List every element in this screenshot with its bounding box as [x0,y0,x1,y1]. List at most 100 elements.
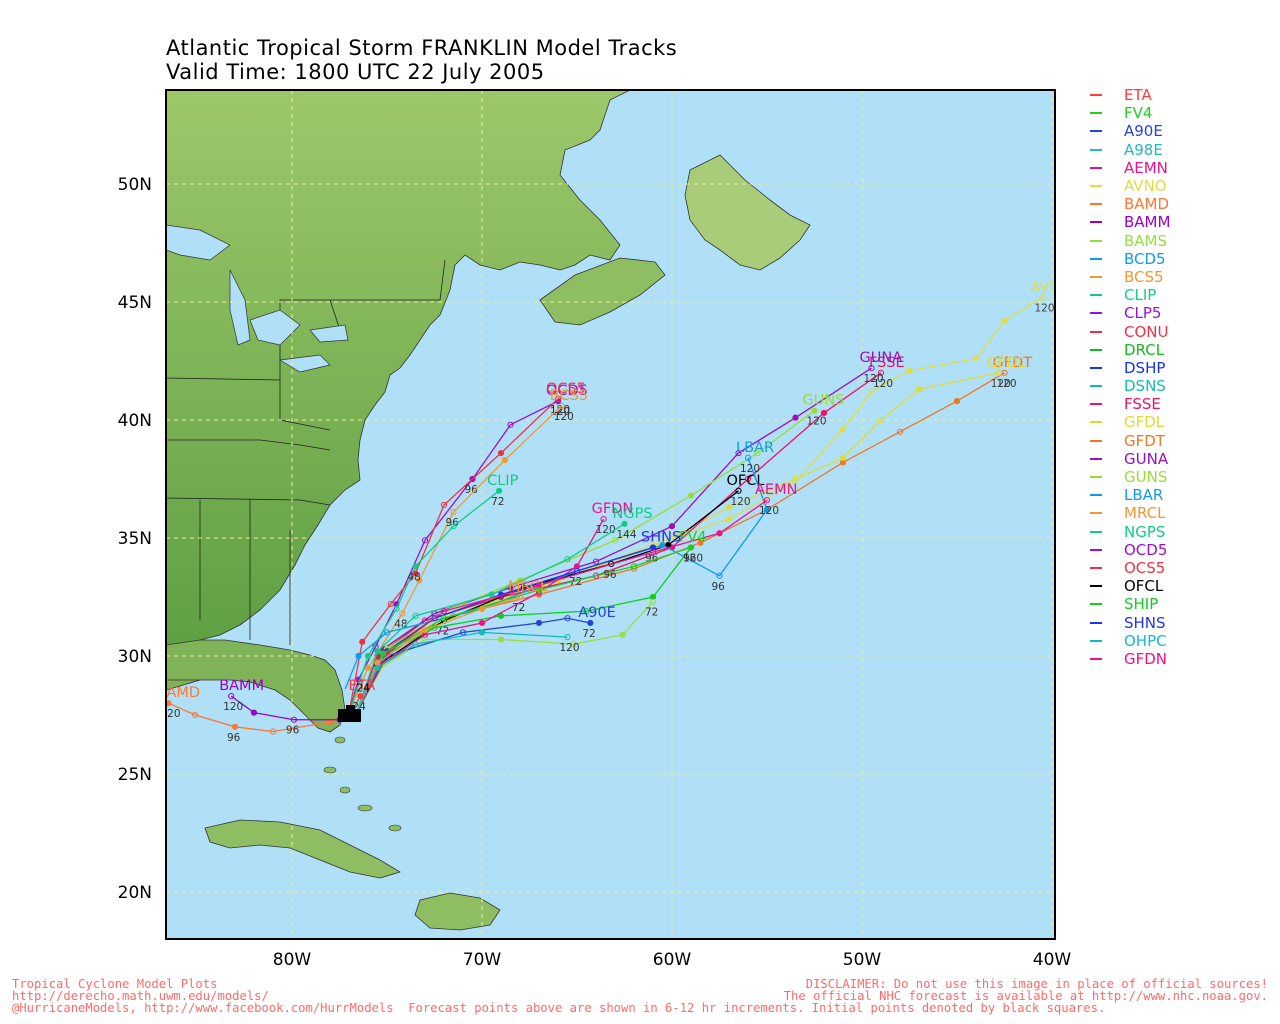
legend-swatch [1090,585,1102,588]
forecast-point [387,600,394,608]
track-line [348,490,500,713]
initial-hour-label: 24 [357,682,371,694]
forecast-hour-label: 120 [997,378,1017,390]
forecast-point [535,619,543,627]
track-line [356,367,872,713]
forecast-point [374,664,381,671]
track-name-label: A90E [578,605,616,621]
legend-swatch [1090,166,1102,169]
track-name-label: GUNA [860,350,903,366]
land-nova-scotia [539,257,666,326]
forecast-point [166,700,172,707]
legend-label: BAMS [1124,231,1168,250]
legend-item-dsns: DSNS [1090,377,1275,395]
forecast-point [611,537,619,544]
track-line [356,596,521,713]
track-name-label: GFDT [993,355,1033,371]
legend-label: DRCL [1124,340,1165,359]
forecast-point [459,629,467,636]
legend-item-bcs5: BCS5 [1090,268,1275,286]
forecast-hour-label: 72 [512,602,525,614]
legend-swatch [1090,603,1102,606]
legend-swatch [1090,257,1102,260]
forecast-point [192,711,199,719]
forecast-point [450,508,457,516]
legend-label: DSNS [1124,377,1166,396]
legend-item-avno: AVNO [1090,177,1275,195]
legend-swatch [1090,112,1102,115]
legend-label: GFDT [1124,431,1165,450]
forecast-point [659,541,666,549]
map-border [165,89,1056,940]
lat-axis: 50N 45N 40N 35N 30N 25N 20N [118,175,152,903]
forecast-point [364,652,372,660]
forecast-point [687,492,695,499]
forecast-point [497,636,505,643]
legend-item-gfdt: GFDT [1090,432,1275,450]
graticule [166,90,1055,939]
legend-item-ofcl: OFCL [1090,577,1275,595]
track-line [356,546,654,713]
forecast-point [716,572,723,579]
legend-label: BCD5 [1124,249,1166,268]
forecast-point [649,598,657,605]
track-line [355,523,625,713]
forecast-hour-label: 72 [645,607,658,619]
forecast-point [564,615,571,622]
legend-item-ship: SHIP [1090,595,1275,613]
forecast-hour-label: 120 [560,642,580,654]
legend-label: GFDN [1124,649,1168,668]
legend-label: NGPS [1124,522,1166,541]
forecast-point [269,728,277,735]
legend-item-fsse: FSSE [1090,395,1275,413]
forecast-point [416,577,423,584]
forecast-point [725,516,733,523]
forecast-point [792,414,799,421]
track-clip: CLIP 48 72 [348,473,519,713]
forecast-point [478,619,486,627]
track-name-label: AEMN [755,482,797,498]
forecast-point [839,454,847,461]
forecast-point [995,369,1002,376]
forecast-point [496,487,503,494]
legend-swatch [1090,185,1102,188]
lon-tick-label: 40W [1033,950,1072,970]
forecast-point [754,449,761,457]
legend-label: SHNS [1124,613,1166,632]
forecast-point [250,709,258,716]
forecast-point [516,593,524,601]
forecast-point [450,523,457,530]
legend-item-eta: ETA [1090,86,1275,104]
legend-swatch [1090,566,1102,569]
legend-label: BAMD [1124,195,1170,214]
forecast-point [440,608,448,615]
legend-label: GUNA [1124,449,1169,468]
land-newfoundland [684,154,811,271]
legend-label: FV4 [1124,104,1153,123]
legend-item-ohpc: OHPC [1090,632,1275,650]
track-name-label: GFDN [592,501,634,517]
legend-label: OCS5 [1124,558,1166,577]
forecast-point [735,449,742,457]
lon-tick-label: 60W [653,950,692,970]
forecast-point [380,650,387,657]
forecast-point [357,693,364,700]
legend-label: FSSE [1124,395,1161,414]
footer-site-url[interactable]: http://derecho.math.uwm.edu/models/ [12,989,269,1003]
legend-swatch [1090,203,1102,206]
track-name-label: BCS5 [550,388,588,404]
forecast-point [355,652,362,660]
legend-swatch [1090,639,1102,642]
legend-item-shns: SHNS [1090,613,1275,632]
legend-item-guns: GUNS [1090,468,1275,486]
legend-label: CONU [1124,322,1169,341]
forecast-point [421,537,429,544]
forecast-hour-label: 120 [873,378,893,390]
lat-tick-label: 30N [118,647,152,667]
forecast-point [535,586,543,594]
forecast-point [431,615,438,622]
lat-tick-label: 50N [118,175,152,195]
legend-label: GUNS [1124,468,1168,487]
legend-item-drcl: DRCL [1090,341,1275,359]
